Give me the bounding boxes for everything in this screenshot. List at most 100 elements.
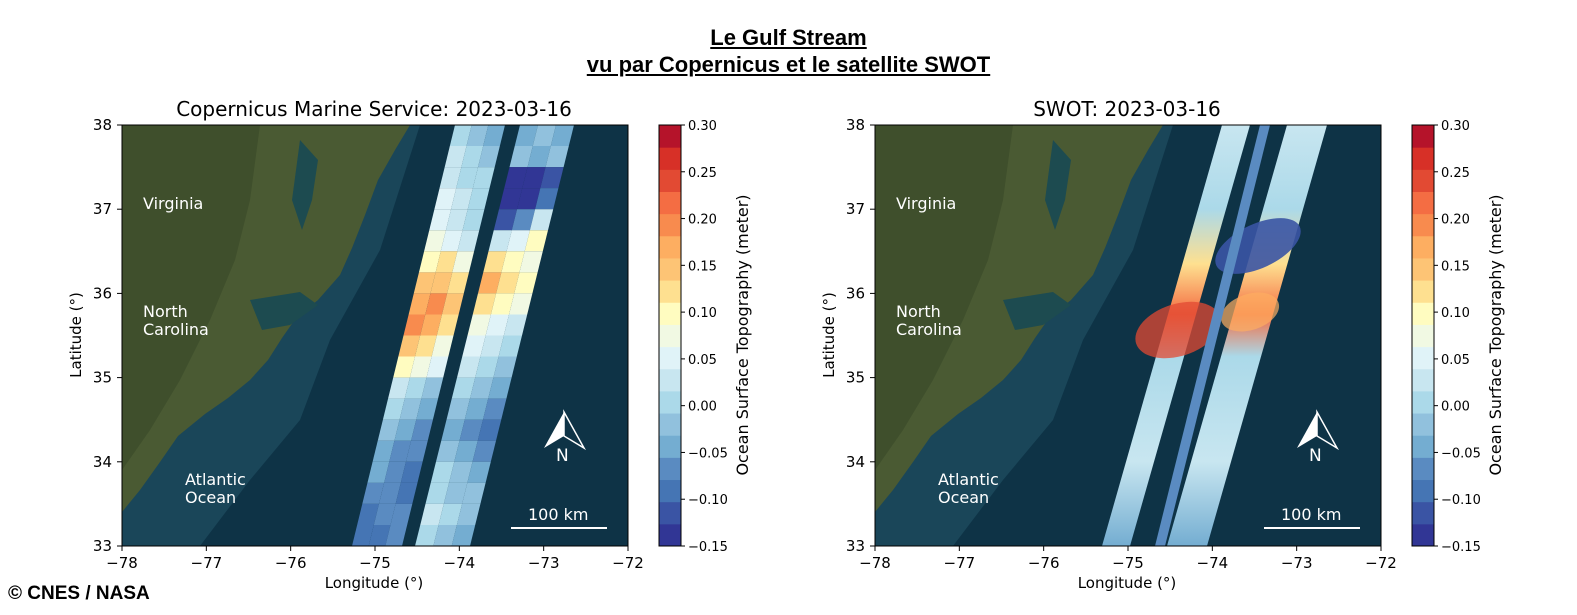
swath-cell	[456, 503, 481, 525]
swath-cell	[462, 335, 486, 357]
swath-cell	[535, 188, 559, 210]
north-arrow: N	[1297, 409, 1340, 466]
colorbar-segment	[659, 257, 681, 281]
colorbar-segment	[1412, 457, 1434, 481]
swath-cell	[482, 398, 507, 420]
swath-cell	[488, 230, 512, 252]
colorbar-segment	[1412, 235, 1434, 259]
colorbar-segment	[659, 324, 681, 348]
colorbar-segment	[1412, 413, 1434, 436]
swath-cell	[446, 398, 470, 420]
north-arrow-label: N	[556, 446, 569, 466]
swath-cell	[472, 167, 495, 189]
colorbar-tick-label: 0.25	[688, 166, 717, 181]
colorbar-tick-label: −0.10	[688, 493, 728, 508]
swath-cell	[373, 503, 396, 525]
swath-cell	[527, 146, 551, 168]
swath-cell	[425, 293, 448, 315]
colorbar-segment	[659, 413, 681, 436]
colorbar-label: Ocean Surface Topography (meter)	[733, 194, 752, 475]
swath-cell	[416, 398, 439, 420]
panel-title: Copernicus Marine Service: 2023-03-16	[176, 97, 572, 121]
swath-cell	[424, 230, 446, 252]
y-tick-label: 34	[93, 453, 112, 471]
colorbar-tick-label: 0.20	[1441, 213, 1470, 228]
colorbar-tick-label: 0.00	[688, 400, 717, 415]
y-tick-label: 33	[846, 537, 865, 555]
colorbar-tick-label: −0.10	[1441, 493, 1481, 508]
swath-cell	[430, 272, 453, 294]
bay-water	[1045, 140, 1071, 230]
colorbar-tick-label: 0.10	[1441, 306, 1470, 321]
swot-nadir-track	[1155, 125, 1270, 546]
swath-cell	[377, 419, 400, 441]
swath-cell	[478, 146, 500, 168]
x-tick-label: −73	[528, 554, 560, 572]
x-tick-label: −72	[612, 554, 644, 572]
swath-cell	[444, 146, 467, 168]
colorbar-segment	[659, 280, 681, 303]
colorbar-segment	[659, 191, 681, 215]
swath-cell	[436, 314, 459, 336]
swath-cell	[462, 482, 486, 504]
swath-cell	[498, 335, 522, 357]
swath-cell	[449, 125, 472, 147]
swath-cell	[415, 335, 437, 357]
colorbar-segment	[659, 457, 681, 481]
y-tick-label: 37	[846, 200, 865, 218]
colorbar-tick-label: 0.10	[688, 306, 717, 321]
colorbar-segment	[1412, 169, 1434, 192]
swath-cell	[388, 377, 410, 399]
north-arrow-label: N	[1309, 446, 1322, 466]
y-tick-label: 36	[846, 284, 865, 302]
colorbar-tick-label: 0.25	[1441, 166, 1470, 181]
swath-cell	[517, 188, 541, 210]
x-tick-label: −76	[275, 554, 307, 572]
swath-cell	[540, 167, 564, 189]
swath-cell	[493, 209, 518, 231]
swath-cell	[433, 524, 457, 546]
swath-cell	[485, 314, 510, 336]
colorbar-segment	[659, 235, 681, 259]
swath-cell	[408, 293, 431, 315]
swath-cell	[503, 314, 528, 336]
colorbar-tick-label: 0.20	[688, 213, 717, 228]
swath-cell	[459, 419, 483, 441]
swath-cell	[514, 272, 538, 294]
swath-cell	[372, 440, 395, 462]
swath-cell	[529, 209, 554, 231]
swath-cell	[480, 335, 504, 357]
swath-cell	[467, 314, 491, 336]
swath-cell	[504, 167, 528, 189]
swath-cell	[395, 482, 418, 504]
x-tick-label: −74	[1197, 554, 1229, 572]
colorbar-tick-label: 0.05	[688, 353, 717, 368]
swath-cell	[405, 440, 428, 462]
swath-cell	[425, 482, 450, 504]
colorbar-segment	[1412, 125, 1434, 148]
axis-ticks: −78 −77 −76 −75 −74 −73 −72 33 34 35 36 37 38	[846, 116, 1397, 572]
colorbar-segment	[1412, 280, 1434, 303]
swath-cell	[451, 188, 473, 210]
colorbar-frame	[658, 124, 682, 547]
colorbar: 0.30 0.25 0.20 0.15 0.10 0.05 0.00 −0.05 −0.10 −0…	[658, 119, 728, 555]
swath-cell	[466, 125, 489, 147]
swath-cell	[514, 125, 538, 147]
bay-water	[292, 140, 318, 230]
swath-cell	[447, 272, 469, 294]
copyright-notice: © CNES / NASA	[8, 583, 150, 604]
label-atlantic-ocean-2: Ocean	[185, 488, 236, 507]
swath-cell	[438, 503, 463, 525]
swath-cell	[441, 293, 464, 315]
swath-cell	[545, 146, 569, 168]
scale-bar-label: 100 km	[1281, 505, 1341, 524]
land-shade	[875, 125, 1013, 470]
swath-cell	[415, 524, 439, 546]
swath-cell	[394, 419, 417, 441]
swath-cell	[390, 503, 413, 525]
swath-cell	[477, 419, 502, 441]
colorbar-segment	[659, 125, 681, 148]
y-tick-label: 36	[93, 284, 112, 302]
swath-cell	[411, 419, 433, 441]
x-tick-label: −76	[1028, 554, 1060, 572]
